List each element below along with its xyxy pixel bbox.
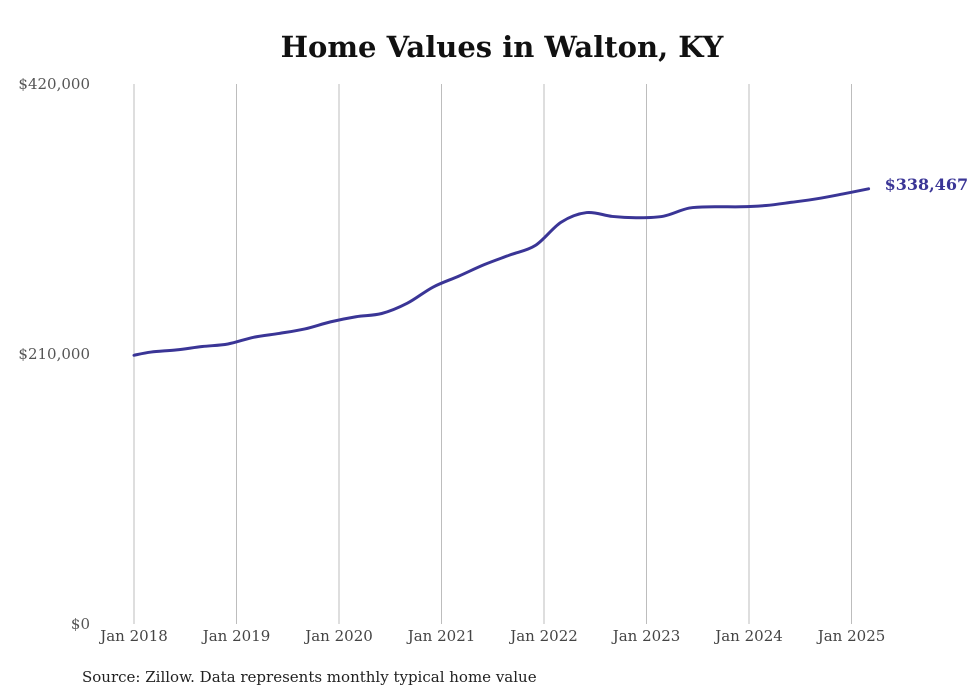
x-tick-label: Jan 2018 — [98, 627, 168, 645]
series-group — [132, 187, 871, 357]
x-tick-label: Jan 2022 — [508, 627, 578, 645]
chart-title: Home Values in Walton, KY — [280, 30, 724, 64]
x-tick-label: Jan 2020 — [303, 627, 373, 645]
annotations: $338,467 — [885, 175, 969, 194]
y-tick-label: $0 — [71, 615, 90, 633]
y-axis: $0 $210,000 $420,000 — [18, 75, 90, 633]
grid-lines — [133, 84, 852, 624]
y-tick-label: $420,000 — [18, 75, 90, 93]
x-axis: Jan 2018 Jan 2019 Jan 2020 Jan 2021 Jan 2022… — [98, 627, 885, 645]
x-tick-label: Jan 2023 — [611, 627, 681, 645]
y-tick-label: $210,000 — [18, 345, 90, 363]
end-value-label: $338,467 — [885, 175, 969, 194]
x-tick-label: Jan 2025 — [816, 627, 886, 645]
source-note: Source: Zillow. Data represents monthly … — [82, 668, 537, 686]
x-tick-label: Jan 2021 — [406, 627, 476, 645]
series-line-0 — [132, 187, 871, 357]
x-tick-label: Jan 2019 — [201, 627, 271, 645]
x-tick-label: Jan 2024 — [713, 627, 783, 645]
